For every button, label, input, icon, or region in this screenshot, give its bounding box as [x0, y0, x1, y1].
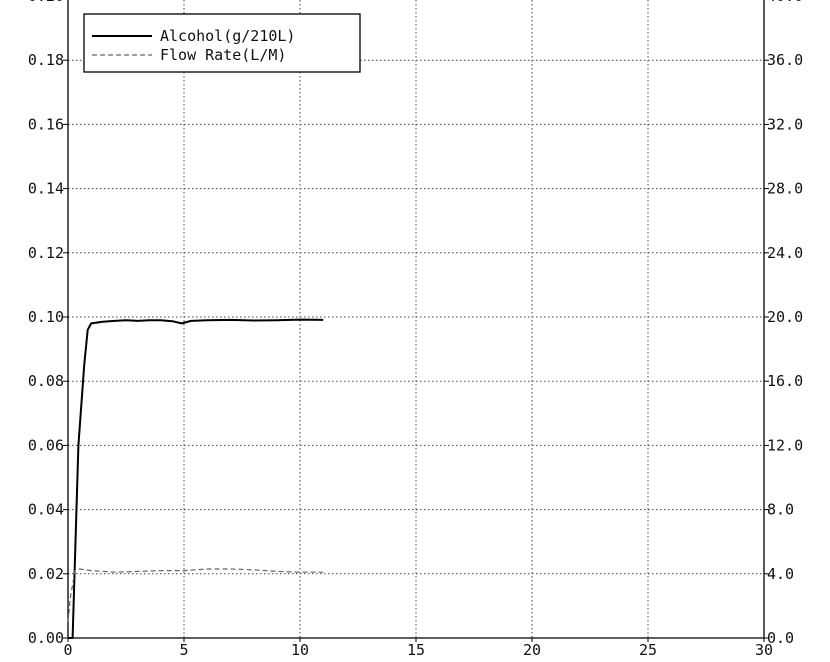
x-tick-label: 15 — [407, 641, 425, 659]
y-tick-label: 0.04 — [28, 501, 64, 519]
y-tick-label: 0.06 — [28, 436, 64, 454]
x-tick-label: 25 — [639, 641, 657, 659]
y-tick-label: 0.20 — [28, 0, 64, 5]
y-tick-label: 0.08 — [28, 372, 64, 390]
y2-tick-label: 36.0 — [767, 51, 803, 69]
y2-tick-label: 28.0 — [767, 180, 803, 198]
y2-tick-label: 20.0 — [767, 308, 803, 326]
x-tick-label: 30 — [755, 641, 773, 659]
y2-tick-label: 32.0 — [767, 115, 803, 133]
grid-lines — [68, 0, 764, 638]
y2-tick-label: 0.0 — [767, 629, 794, 647]
axes — [67, 0, 765, 639]
y2-tick-label: 40.0 — [767, 0, 803, 5]
y-tick-label: 0.02 — [28, 565, 64, 583]
x-tick-label: 0 — [63, 641, 72, 659]
legend-box — [83, 13, 361, 73]
y2-tick-label: 16.0 — [767, 372, 803, 390]
x-tick-label: 5 — [179, 641, 188, 659]
legend-label-flow-rate: Flow Rate(L/M) — [160, 46, 286, 64]
y2-tick-label: 12.0 — [767, 436, 803, 454]
series-line-alcohol — [68, 318, 324, 639]
y-tick-label: 0.10 — [28, 308, 64, 326]
y-tick-label: 0.00 — [28, 629, 64, 647]
legend-label-alcohol: Alcohol(g/210L) — [160, 27, 295, 45]
y-tick-label: 0.12 — [28, 244, 64, 262]
left-axis-ticks: 0.00 0.02 0.04 0.06 0.08 0.10 0.12 0.14 0.16 0.18… — [28, 0, 68, 647]
y2-tick-label: 4.0 — [767, 565, 794, 583]
x-tick-label: 20 — [523, 641, 541, 659]
right-axis-ticks: 0.0 4.0 8.0 12.0 16.0 20.0 24.0 28.0 32.0 36.0 40.… — [764, 0, 803, 647]
series-layer — [67, 318, 324, 639]
y2-tick-label: 24.0 — [767, 244, 803, 262]
y-tick-label: 0.14 — [28, 180, 64, 198]
y-tick-label: 0.16 — [28, 115, 64, 133]
x-tick-label: 10 — [291, 641, 309, 659]
bottom-axis-ticks: 0 5 10 15 20 25 30 — [63, 638, 773, 659]
y2-tick-label: 8.0 — [767, 501, 794, 519]
y-tick-label: 0.18 — [28, 51, 64, 69]
series-line-flow-rate — [67, 568, 324, 623]
legend: Alcohol(g/210L) Flow Rate(L/M) — [83, 13, 361, 73]
